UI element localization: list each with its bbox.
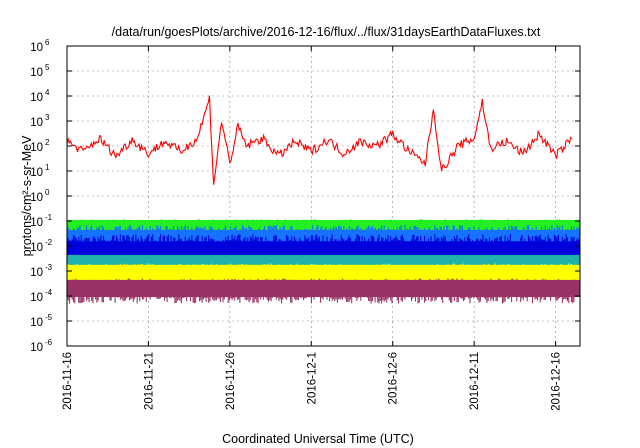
y-tick-exponent: 1 <box>45 163 50 172</box>
y-tick-exponent: -5 <box>45 313 53 322</box>
y-axis-label: protons/cm²-s-sr-MeV <box>20 135 34 257</box>
y-tick-exponent: -3 <box>45 263 53 272</box>
y-tick-exponent: -1 <box>45 213 53 222</box>
x-axis-label: Coordinated Universal Time (UTC) <box>222 432 414 446</box>
y-tick-exponent: 2 <box>45 138 50 147</box>
y-tick-label: 10 <box>30 217 43 229</box>
plot-area: 10 -610 -510 -410 -310 -210 -110 010 110 210 310 41… <box>30 38 581 411</box>
y-tick-label: 10 <box>30 167 43 179</box>
x-tick-label: 2016-12-6 <box>388 352 400 404</box>
y-tick-label: 10 <box>30 117 43 129</box>
y-tick-label: 10 <box>30 42 43 54</box>
series-noise-6 <box>66 278 580 304</box>
y-tick-label: 10 <box>30 242 43 254</box>
y-tick-exponent: 6 <box>45 38 50 47</box>
y-tick-exponent: -2 <box>45 238 53 247</box>
x-tick-label: 2016-12-11 <box>469 352 481 410</box>
y-tick-label: 10 <box>30 192 43 204</box>
y-tick-exponent: 0 <box>45 188 50 197</box>
y-tick-exponent: -6 <box>45 338 53 347</box>
y-tick-exponent: 5 <box>45 63 50 72</box>
y-tick-label: 10 <box>30 142 43 154</box>
y-tick-exponent: 3 <box>45 113 50 122</box>
x-tick-label: 2016-11-26 <box>225 352 237 410</box>
x-tick-label: 2016-12-16 <box>551 352 563 411</box>
series-line-0 <box>66 95 573 185</box>
chart-title: /data/run/goesPlots/archive/2016-12-16/f… <box>112 25 541 39</box>
y-tick-label: 10 <box>30 342 43 354</box>
y-tick-exponent: -4 <box>45 288 53 297</box>
y-tick-label: 10 <box>30 67 43 79</box>
x-tick-label: 2016-11-16 <box>62 352 74 410</box>
x-tick-label: 2016-11-21 <box>143 352 155 410</box>
y-tick-label: 10 <box>30 317 43 329</box>
y-tick-label: 10 <box>30 292 43 304</box>
y-tick-label: 10 <box>30 92 43 104</box>
y-tick-exponent: 4 <box>45 88 50 97</box>
x-tick-label: 2016-12-1 <box>306 352 318 404</box>
y-tick-label: 10 <box>30 267 43 279</box>
